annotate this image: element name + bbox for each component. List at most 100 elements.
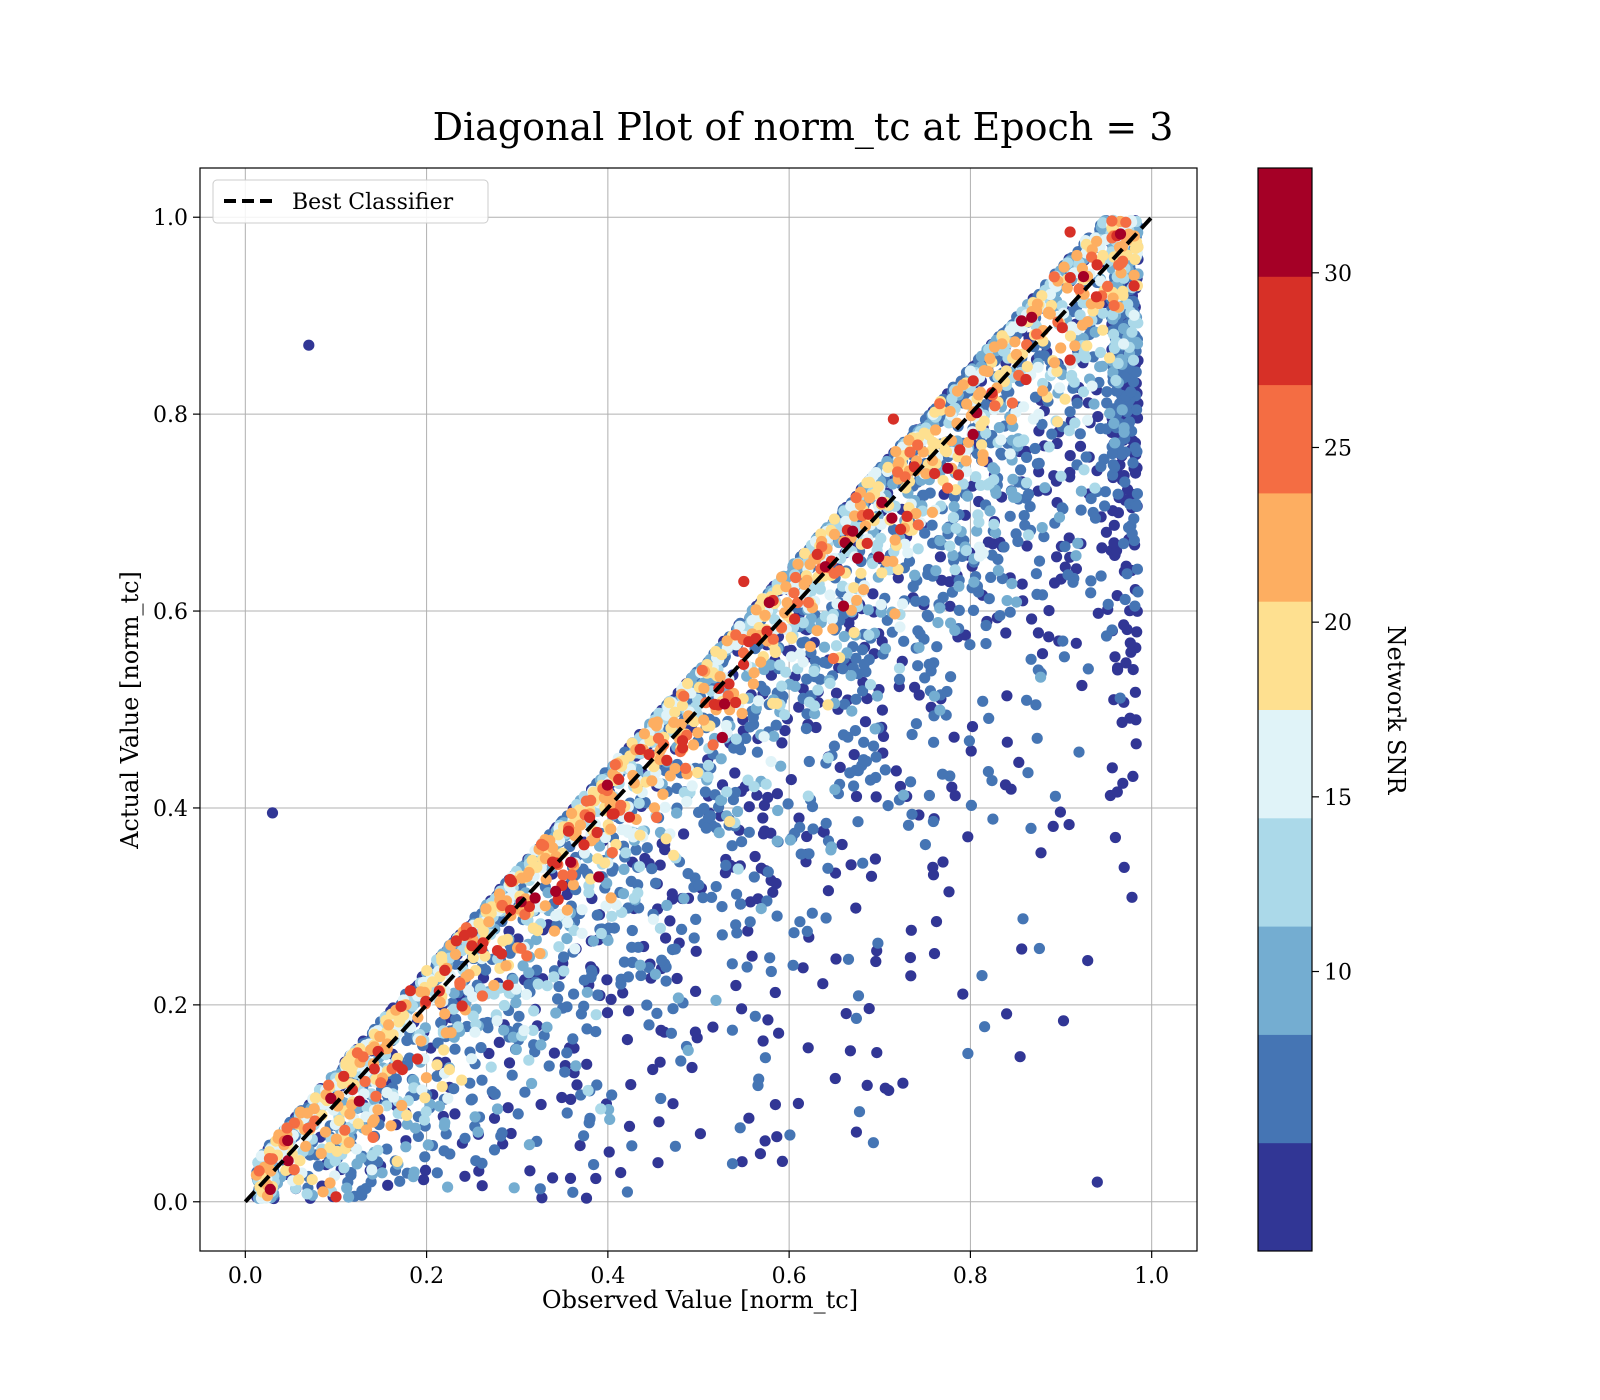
scatter-point <box>943 576 956 588</box>
scatter-point <box>1095 570 1107 582</box>
scatter-point <box>747 711 759 724</box>
scatter-point <box>1031 732 1043 744</box>
scatter-point <box>931 641 943 653</box>
scatter-point <box>925 701 937 713</box>
scatter-point <box>390 1073 402 1085</box>
scatter-point <box>1064 330 1077 342</box>
scatter-point <box>801 925 813 938</box>
scatter-point <box>995 434 1007 446</box>
scatter-point <box>480 964 492 976</box>
scatter-point <box>726 840 738 852</box>
scatter-point <box>1022 529 1035 541</box>
scatter-point <box>588 1159 600 1171</box>
scatter-point <box>962 1047 974 1060</box>
scatter-point <box>632 879 644 891</box>
scatter-point <box>663 697 675 709</box>
scatter-point <box>690 945 702 957</box>
scatter-point <box>1066 321 1078 333</box>
scatter-point <box>876 567 888 579</box>
scatter-point <box>603 1146 615 1158</box>
scatter-point <box>1109 437 1121 449</box>
scatter-point <box>784 834 797 846</box>
scatter-point <box>987 813 999 825</box>
scatter-point <box>897 1077 909 1089</box>
scatter-point <box>950 522 962 534</box>
scatter-point <box>655 1024 667 1036</box>
scatter-point <box>632 887 644 899</box>
scatter-point <box>580 1192 593 1204</box>
scatter-point <box>967 604 980 617</box>
scatter-point <box>480 903 492 915</box>
scatter-point <box>734 1122 746 1134</box>
scatter-point <box>702 812 715 824</box>
scatter-point <box>527 1024 539 1036</box>
scatter-point <box>498 999 510 1012</box>
scatter-point <box>319 1126 332 1138</box>
scatter-point <box>391 1155 403 1167</box>
scatter-point <box>439 1117 451 1129</box>
scatter-point <box>850 790 863 803</box>
scatter-point <box>889 608 901 620</box>
scatter-point <box>907 581 919 593</box>
scatter-point <box>315 1147 327 1160</box>
scatter-point <box>912 660 924 672</box>
scatter-point <box>1126 326 1138 338</box>
scatter-point <box>817 978 829 990</box>
scatter-point <box>467 991 479 1003</box>
scatter-point <box>1118 861 1130 874</box>
scatter-point <box>317 1186 329 1198</box>
scatter-point <box>440 1027 452 1039</box>
scatter-point <box>845 670 857 682</box>
scatter-point <box>1030 699 1042 711</box>
scatter-point <box>396 1099 408 1112</box>
scatter-point <box>442 1092 454 1104</box>
scatter-point <box>1082 316 1094 328</box>
scatter-point <box>1055 470 1067 482</box>
scatter-point <box>1126 528 1138 540</box>
scatter-point <box>936 768 949 780</box>
scatter-point <box>1005 413 1018 426</box>
scatter-point <box>486 1086 498 1098</box>
scatter-point <box>707 1021 719 1033</box>
scatter-point <box>882 800 894 812</box>
scatter-point <box>1116 449 1128 461</box>
scatter-point <box>1099 500 1111 512</box>
scatter-point <box>534 1183 546 1195</box>
scatter-point <box>937 856 949 868</box>
scatter-point <box>1101 397 1113 409</box>
scatter-point <box>1021 694 1033 706</box>
scatter-point <box>510 997 522 1009</box>
scatter-point <box>898 789 910 801</box>
scatter-point <box>980 619 992 632</box>
scatter-point <box>801 830 813 843</box>
scatter-point <box>809 655 821 667</box>
scatter-point <box>1043 631 1055 643</box>
scatter-point <box>769 1099 782 1111</box>
scatter-point <box>1043 441 1055 453</box>
scatter-point <box>757 812 769 824</box>
scatter-point <box>1064 450 1076 462</box>
scatter-point <box>906 808 918 820</box>
scatter-point <box>488 1144 501 1156</box>
scatter-point <box>1075 504 1087 516</box>
scatter-point <box>448 987 460 999</box>
scatter-point <box>730 733 742 745</box>
scatter-point <box>910 718 923 730</box>
scatter-point <box>605 823 617 835</box>
scatter-point <box>1063 819 1075 831</box>
scatter-point <box>622 971 635 983</box>
scatter-point <box>1128 513 1140 525</box>
scatter-point <box>877 730 890 743</box>
scatter-point <box>698 682 710 694</box>
scatter-point <box>352 1118 364 1130</box>
chart-title: Diagonal Plot of norm_tc at Epoch = 3 <box>433 105 1174 150</box>
scatter-point <box>1059 541 1071 553</box>
scatter-point <box>1130 366 1142 378</box>
scatter-point <box>343 1191 355 1203</box>
scatter-point <box>512 933 524 945</box>
scatter-point <box>743 826 755 838</box>
scatter-point <box>851 594 863 606</box>
scatter-point <box>1094 361 1106 373</box>
scatter-point <box>894 621 906 633</box>
scatter-point <box>467 952 479 964</box>
